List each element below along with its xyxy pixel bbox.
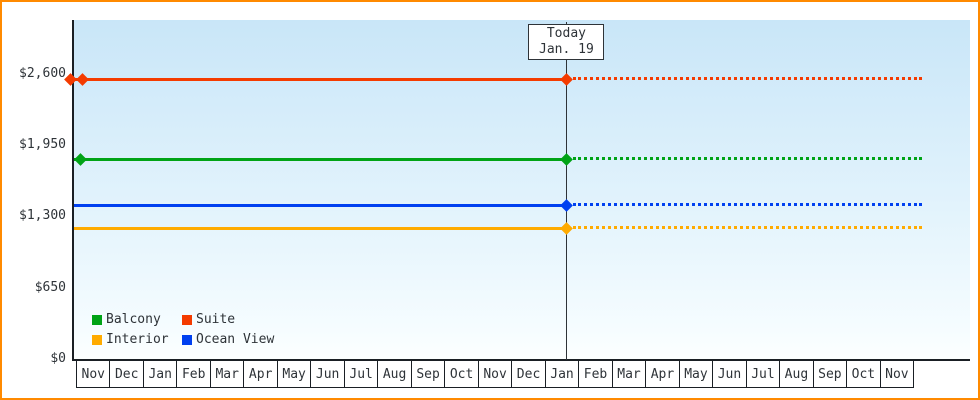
legend-label: Ocean View [196, 332, 275, 347]
x-axis-month-label: Sep [812, 360, 848, 388]
x-axis-month-label: Feb [176, 360, 211, 388]
x-axis-month-label: Mar [611, 360, 647, 388]
x-axis-month-label: Jul [343, 360, 379, 388]
y-axis-tick-label: $1,300 [19, 208, 66, 224]
legend-label: Balcony [106, 312, 161, 327]
legend-swatch-suite [182, 314, 192, 325]
legend-item-balcony: Balcony [92, 312, 182, 327]
x-axis-month-label: Oct [444, 360, 479, 388]
legend: Balcony Suite Interior Ocean View [92, 312, 274, 347]
x-axis-month-label: Nov [879, 360, 915, 388]
x-axis-month-label: Nov [477, 360, 513, 388]
series-line-interior [74, 226, 567, 230]
x-axis-month-label: May [678, 360, 714, 388]
x-axis-month-label: Dec [109, 360, 144, 388]
legend-label: Suite [196, 312, 236, 327]
legend-swatch-interior [92, 334, 102, 345]
series-line-balcony [74, 157, 567, 161]
plot-area-background [74, 20, 970, 360]
y-axis-tick-label: $0 [50, 351, 66, 366]
x-axis-month-label: Sep [410, 360, 446, 388]
x-axis-month-label: Mar [209, 360, 245, 388]
today-label-box: Today Jan. 19 [528, 24, 605, 60]
series-line-projection-ocean-view [573, 203, 922, 207]
today-date: Jan. 19 [539, 42, 594, 57]
series-line-ocean-view [74, 203, 567, 207]
x-axis-month-label: Jun [712, 360, 747, 388]
legend-item-interior: Interior [92, 332, 182, 347]
legend-swatch-balcony [92, 314, 102, 325]
x-axis-month-label: Oct [846, 360, 881, 388]
series-line-suite [74, 77, 567, 81]
series-line-projection-suite [573, 77, 922, 81]
x-axis-month-label: Nov [76, 360, 111, 388]
y-axis-tick-label: $1,950 [19, 137, 66, 153]
x-axis-month-label: Jan [142, 360, 178, 388]
series-line-projection-balcony [573, 157, 922, 161]
legend-label: Interior [106, 332, 169, 347]
x-axis-month-label: Jun [310, 360, 345, 388]
x-axis-month-label: May [276, 360, 312, 388]
y-axis-tick-label: $650 [34, 279, 66, 295]
y-axis-tick-label: $2,600 [19, 65, 66, 81]
y-axis-line [72, 20, 74, 361]
legend-item-suite: Suite [182, 312, 274, 327]
x-axis-month-label: Apr [243, 360, 278, 388]
x-axis-month-label: Jul [745, 360, 781, 388]
legend-swatch-ocean-view [182, 334, 192, 345]
x-axis-month-label: Apr [645, 360, 680, 388]
x-axis-month-label: Feb [578, 360, 613, 388]
x-axis-month-label: Aug [779, 360, 814, 388]
x-axis-month-label: Dec [511, 360, 546, 388]
today-label: Today [546, 26, 586, 41]
legend-item-ocean-view: Ocean View [182, 332, 274, 347]
series-line-projection-interior [573, 226, 922, 230]
x-axis-month-label: Aug [377, 360, 412, 388]
today-line [565, 22, 567, 360]
x-axis-labels: Nov Dec Jan Feb Mar Apr May Jun Jul Aug Sep Oct Nov D… [76, 360, 915, 388]
x-axis-month-label: Jan [544, 360, 580, 388]
